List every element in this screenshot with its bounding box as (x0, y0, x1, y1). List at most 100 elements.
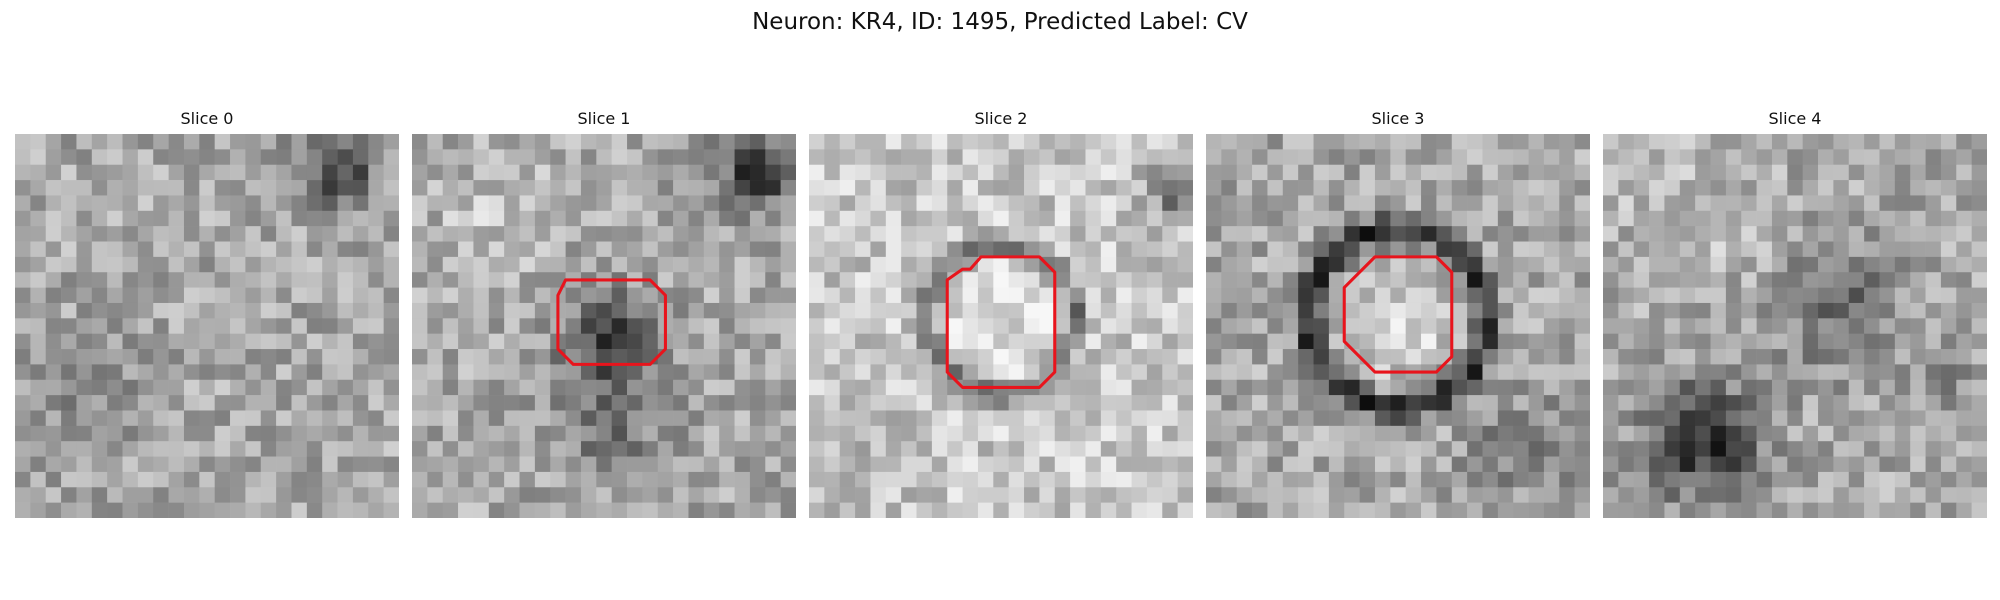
pixel-cell (1390, 272, 1406, 288)
pixel-cell (1695, 164, 1711, 181)
pixel-cell (719, 256, 735, 273)
pixel-cell (1787, 502, 1803, 518)
pixel-cell (734, 364, 751, 381)
pixel-cell (15, 471, 31, 488)
pixel-cell (1252, 149, 1268, 166)
pixel-cell (107, 272, 123, 288)
pixel-cell (45, 318, 62, 334)
pixel-cell (1405, 349, 1422, 365)
pixel-cell (947, 349, 963, 365)
pixel-cell (76, 471, 93, 488)
pixel-cell (1436, 134, 1453, 150)
pixel-cell (383, 180, 399, 196)
pixel-cell (1008, 241, 1025, 258)
pixel-cell (673, 180, 689, 196)
pixel-cell (1818, 502, 1834, 518)
pixel-cell (306, 471, 323, 488)
pixel-cell (1543, 349, 1560, 365)
pixel-cell (855, 502, 871, 518)
pixel-cell (1221, 256, 1238, 273)
pixel-cell (306, 502, 323, 518)
pixel-cell (1741, 272, 1757, 288)
pixel-cell (977, 180, 994, 196)
pixel-cell (1436, 272, 1453, 288)
pixel-cell (1206, 395, 1222, 411)
pixel-cell (1100, 333, 1117, 350)
pixel-cell (260, 210, 277, 227)
pixel-cell (245, 410, 262, 427)
pixel-cell (1679, 226, 1696, 242)
pixel-cell (1328, 241, 1345, 258)
pixel-cell (596, 149, 612, 166)
pixel-cell (442, 471, 459, 488)
pixel-cell (1146, 256, 1163, 273)
pixel-cell (168, 210, 185, 227)
pixel-cell (122, 318, 139, 334)
pixel-cell (1085, 302, 1102, 319)
pixel-cell (993, 364, 1009, 381)
pixel-cell (1131, 395, 1148, 411)
pixel-cell (1543, 195, 1560, 212)
pixel-cell (1771, 226, 1788, 242)
pixel-cell (1559, 149, 1575, 166)
pixel-cell (703, 395, 720, 411)
pixel-cell (1146, 441, 1163, 457)
pixel-cell (565, 333, 582, 350)
pixel-cell (1085, 333, 1102, 350)
pixel-cell (627, 333, 643, 350)
pixel-cell (137, 364, 154, 381)
pixel-cell (1771, 456, 1788, 473)
pixel-cell (1131, 134, 1148, 150)
pixel-cell (1741, 456, 1757, 473)
pixel-cell (76, 195, 93, 212)
pixel-cell (1633, 210, 1650, 227)
pixel-cell (1879, 441, 1896, 457)
pixel-cell (1008, 302, 1025, 319)
pixel-cell (657, 471, 674, 488)
pixel-cell (1177, 471, 1193, 488)
pixel-cell (1116, 302, 1132, 319)
pixel-cell (1451, 241, 1468, 258)
pixel-cell (1221, 180, 1238, 196)
pixel-cell (1695, 456, 1711, 473)
pixel-cell (276, 441, 292, 457)
pixel-cell (352, 487, 369, 503)
pixel-cell (1513, 149, 1529, 166)
pixel-cell (352, 302, 369, 319)
pixel-cell (1679, 471, 1696, 488)
pixel-cell (107, 349, 123, 365)
pixel-cell (1725, 226, 1742, 242)
pixel-cell (1956, 410, 1972, 427)
pixel-cell (91, 318, 108, 334)
pixel-cell (1879, 287, 1896, 304)
pixel-cell (1054, 333, 1071, 350)
pixel-cell (1070, 149, 1086, 166)
pixel-cell (580, 287, 597, 304)
pixel-cell (1971, 395, 1987, 411)
pixel-cell (1344, 210, 1360, 227)
pixel-cell (596, 441, 612, 457)
pixel-cell (1252, 364, 1268, 381)
pixel-cell (1421, 149, 1437, 166)
pixel-cell (1024, 164, 1040, 181)
pixel-cell (1313, 241, 1330, 258)
pixel-cell (1451, 349, 1468, 365)
pixel-cell (383, 195, 399, 212)
pixel-cell (824, 379, 841, 396)
pixel-cell (673, 302, 689, 319)
pixel-cell (1679, 333, 1696, 350)
pixel-cell (1313, 256, 1330, 273)
pixel-cell (1374, 180, 1391, 196)
pixel-cell (688, 164, 705, 181)
pixel-cell (61, 302, 77, 319)
pixel-cell (1313, 441, 1330, 457)
pixel-cell (504, 502, 520, 518)
pixel-cell (214, 502, 231, 518)
pixel-cell (1177, 318, 1193, 334)
pixel-cell (1771, 333, 1788, 350)
pixel-cell (1328, 272, 1345, 288)
pixel-cell (1328, 471, 1345, 488)
pixel-cell (91, 410, 108, 427)
pixel-cell (1390, 149, 1406, 166)
pixel-cell (719, 410, 735, 427)
